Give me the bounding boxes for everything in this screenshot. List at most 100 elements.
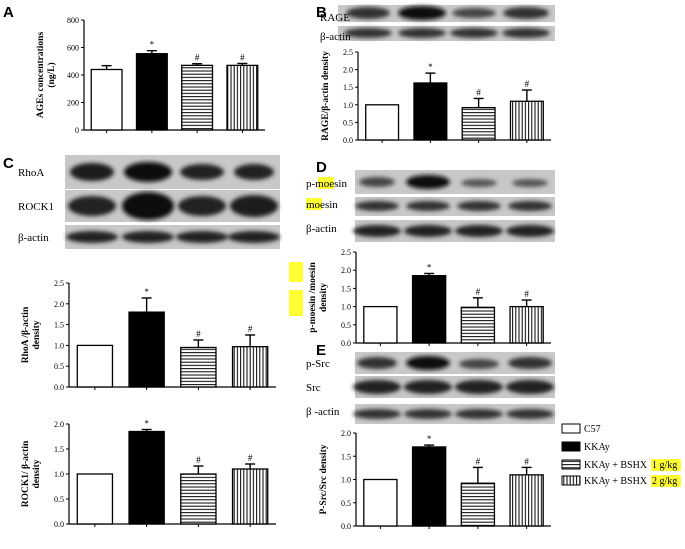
y-tick-label-c1: 1.5	[54, 321, 64, 330]
chart-b: 0.0 0.5 1.0 1.5 2.0 2.5 * # # RAGE/β-actin densit…	[321, 48, 551, 145]
blot-panel-c	[65, 155, 280, 249]
bar-d-1	[363, 305, 398, 344]
y-tick-label-e: 1.0	[341, 476, 351, 485]
y-tick-label-d: 0.0	[341, 339, 351, 348]
y-tick-label-b: 1.5	[343, 83, 353, 92]
bar-c2-4	[231, 468, 269, 525]
bar-c1-4	[231, 345, 269, 388]
significance-marker-d: #	[524, 289, 529, 299]
y-tick-label-c2: 1.0	[54, 470, 64, 479]
legend-label-bshx-1: KKAy + BSHX	[584, 460, 648, 471]
y-tick-label-d: 1.5	[341, 284, 351, 293]
bar-d-4	[509, 305, 544, 344]
significance-marker-c2: #	[248, 453, 253, 463]
blot-panel-b	[338, 5, 555, 41]
legend-label-kkay: KKAy	[584, 442, 610, 453]
significance-marker-a: *	[150, 40, 155, 50]
blot-label-rock1: ROCK1	[18, 201, 54, 213]
panel-label-b: B	[316, 4, 327, 21]
y-axis-label-c1: RhoA /β-actindensity	[21, 306, 42, 363]
bar-b-2	[413, 82, 448, 141]
significance-marker-c1: #	[248, 324, 253, 334]
y-tick-label-e: 0.0	[341, 522, 351, 531]
y-tick-label-c1: 1.0	[54, 341, 64, 350]
y-tick-label-c2: 2.0	[54, 420, 64, 429]
legend-item-bshx-1: KKAy + BSHX 1 g/kg	[561, 459, 681, 471]
highlight-moesin-ylabel-2	[289, 290, 303, 316]
y-tick-label-b: 0.0	[343, 136, 353, 145]
legend-item-kkay: KKAy	[561, 441, 610, 453]
panel-label-d: D	[316, 159, 327, 176]
bar-b-4	[509, 100, 544, 141]
panel-label-e: E	[316, 342, 326, 359]
y-tick-label-a: 0	[75, 126, 79, 135]
significance-marker-b: #	[476, 87, 481, 97]
bar-c1-3	[180, 346, 217, 388]
bar-c2-3	[180, 473, 217, 525]
y-axis-label-d: p-moesin /moesindensity	[308, 262, 329, 333]
chart-c2: 0.0 0.5 1.0 1.5 2.0 * # # ROCK1/ β-actindensity	[21, 419, 276, 529]
legend-highlight-1	[651, 459, 681, 471]
bar-a-3	[181, 64, 214, 131]
y-tick-label-e: 1.5	[341, 452, 351, 461]
bar-c2-1	[76, 473, 114, 525]
bar-a-2	[135, 53, 168, 131]
y-tick-label-c1: 2.5	[54, 279, 64, 288]
significance-marker-e: #	[524, 456, 529, 466]
y-axis-label-e: P-Src/Src density	[319, 444, 329, 514]
legend-label-bshx-2: KKAy + BSHX	[584, 476, 648, 487]
bar-c2-2	[128, 430, 165, 525]
y-tick-label-c2: 0.5	[54, 495, 64, 504]
y-tick-label-c2: 0.0	[54, 520, 64, 529]
legend-item-bshx-2: KKAy + BSHX 2 g/kg	[561, 475, 681, 487]
highlight-moesin-2	[306, 198, 322, 210]
bar-b-3	[461, 106, 496, 141]
blot-label-beta-actin-e: β -actin	[306, 406, 340, 418]
y-tick-label-b: 0.5	[343, 118, 353, 127]
y-tick-label-e: 2.0	[341, 429, 351, 438]
legend-dose-1: 1 g/kg	[652, 460, 677, 471]
legend-label-c57: C57	[584, 424, 601, 435]
blot-label-p-src: p-Src	[306, 358, 330, 370]
bar-b-1	[365, 104, 400, 141]
y-tick-label-b: 1.0	[343, 101, 353, 110]
y-tick-label-d: 0.5	[341, 321, 351, 330]
y-axis-label-b: RAGE/β-actin density	[321, 51, 331, 141]
significance-marker-b: #	[525, 79, 530, 89]
significance-marker-e: *	[427, 434, 432, 444]
blot-label-rage: RAGE	[320, 12, 350, 24]
bar-a-4	[226, 64, 259, 131]
legend: C57 KKAy KKAy + BSHX 1 g/kg KKAy + BSHX …	[561, 423, 681, 487]
significance-marker-a: #	[195, 53, 200, 63]
bar-e-3	[460, 482, 496, 527]
significance-marker-a: #	[240, 52, 245, 62]
blot-label-beta-actin-b: β-actin	[320, 31, 351, 43]
blot-label-p-moesin: p-moesin	[306, 178, 347, 190]
bar-d-3	[460, 306, 496, 344]
y-tick-label-b: 2.5	[343, 48, 353, 57]
bar-d-2	[411, 275, 447, 344]
bar-c1-2	[128, 311, 165, 388]
chart-e: 0.0 0.5 1.0 1.5 2.0 * # # P-Src/Src density	[319, 429, 551, 531]
legend-item-c57: C57	[561, 423, 601, 435]
y-tick-label-b: 2.0	[343, 66, 353, 75]
bar-e-2	[411, 446, 447, 527]
highlight-moesin-1	[318, 177, 334, 189]
y-tick-label-d: 2.0	[341, 266, 351, 275]
bar-e-1	[363, 478, 398, 527]
blot-panel-e	[353, 352, 555, 424]
highlight-moesin-ylabel-1	[289, 262, 303, 282]
significance-marker-d: #	[476, 287, 481, 297]
charts-layer: 0 200 400 600 800 * # # AGEs concentrations(ng/L…	[21, 16, 551, 531]
y-tick-label-a: 600	[67, 44, 79, 53]
bar-c1-1	[76, 344, 114, 388]
significance-marker-c1: *	[144, 287, 149, 297]
significance-marker-c2: #	[196, 455, 201, 465]
y-tick-label-d: 1.0	[341, 303, 351, 312]
y-axis-label-a: AGEs concentrations(ng/L)	[36, 32, 57, 119]
blot-panel-d	[353, 170, 555, 242]
y-tick-label-a: 400	[67, 71, 79, 80]
y-tick-label-d: 2.5	[341, 248, 351, 257]
blot-label-src: Src	[306, 382, 321, 394]
